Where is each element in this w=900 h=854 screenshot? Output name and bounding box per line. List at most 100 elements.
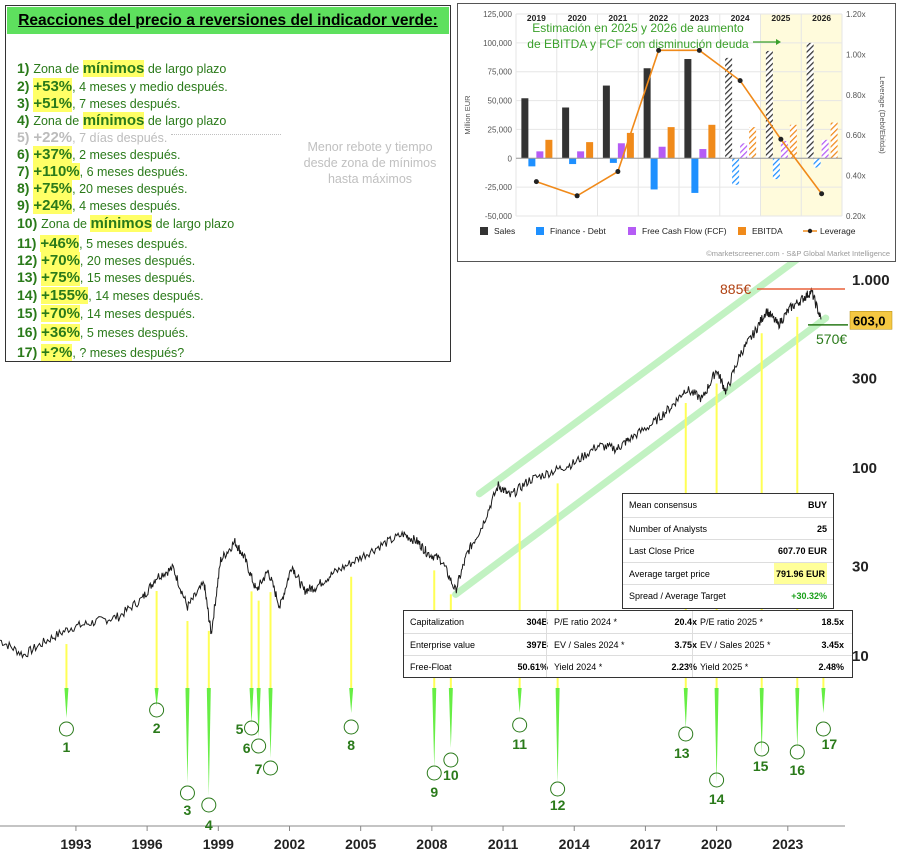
legend-item-suffix: , 4 meses después. — [72, 199, 181, 213]
event-circle — [179, 785, 195, 801]
legend-item-suffix: , 14 meses después. — [88, 289, 204, 303]
ratio-label: Yield 2025 * — [700, 662, 749, 672]
consensus-label: Mean consensus — [629, 500, 698, 510]
event-number: 14 — [709, 791, 725, 807]
ratio-label: Enterprise value — [410, 640, 476, 650]
price-series-line — [0, 287, 822, 659]
legend-item-suffix: de largo plazo — [144, 62, 227, 76]
leverage-point — [778, 136, 784, 142]
channel-line — [475, 234, 830, 498]
inset-legend-label: Finance - Debt — [550, 226, 606, 236]
inset-y-tick: 50,000 — [488, 97, 513, 106]
legend-item-suffix: , ? meses después? — [72, 346, 185, 360]
bar-free-cash-flow-fcf- — [536, 151, 544, 159]
legend-item-highlight: mínimos — [82, 60, 145, 77]
event-number: 12 — [550, 797, 566, 813]
legend-item-highlight: +53% — [33, 78, 73, 95]
bar-free-cash-flow-fcf- — [821, 139, 829, 159]
x-tick-label: 2011 — [488, 836, 519, 852]
legend-item-number: 9) — [17, 197, 34, 213]
consensus-value: 607.70 EUR — [777, 546, 827, 556]
bar-ebitda — [749, 127, 757, 159]
legend-item-suffix: , 4 meses y medio después. — [72, 80, 228, 94]
leverage-point — [615, 169, 621, 175]
inset-legend-label: Leverage — [820, 226, 856, 236]
legend-item: 7) +110%, 6 meses después. — [17, 163, 188, 180]
x-tick-label: 2005 — [345, 836, 376, 852]
legend-item: 16) +36%, 5 meses después. — [17, 324, 188, 341]
legend-item-number: 8) — [17, 180, 34, 196]
x-tick-label: 1996 — [132, 836, 163, 852]
bar-ebitda — [626, 132, 634, 159]
legend-item-suffix: , 2 meses después. — [72, 148, 181, 162]
consensus-value: BUY — [807, 500, 827, 510]
event-number: 1 — [63, 739, 71, 755]
inset-y-tick: 100,000 — [483, 39, 512, 48]
inset-legend-label: EBITDA — [752, 226, 783, 236]
legend-item: 13) +75%, 15 meses después. — [17, 269, 195, 286]
event-number: 6 — [243, 740, 251, 756]
legend-item-prefix: Zona de — [33, 114, 83, 128]
legend-item-number: 1) — [17, 60, 34, 76]
inset-y-tick: -50,000 — [485, 212, 513, 221]
inset-category-label: 2019 — [527, 13, 546, 23]
bar-ebitda — [789, 124, 797, 159]
event-circle — [251, 738, 267, 754]
inset-category-label: 2025 — [771, 13, 790, 23]
ratios-row: Free-Float 50.61% Yield 2024 * 2.23% Yield 2… — [404, 655, 852, 678]
bar-sales — [725, 57, 733, 159]
x-tick-label: 2002 — [274, 836, 305, 852]
bar-ebitda — [667, 127, 675, 159]
ratio-value: 20.4x — [674, 617, 697, 627]
inset-category-label: 2023 — [690, 13, 709, 23]
inset-y2-tick: 0.80x — [846, 91, 866, 100]
indicator-spike — [448, 688, 453, 748]
indicator-spike — [432, 688, 437, 768]
event-circle — [550, 781, 566, 797]
legend-swatch — [480, 227, 488, 235]
event-circle — [709, 772, 725, 788]
support-label: 570€ — [816, 331, 847, 347]
legend-item-highlight: +75% — [41, 269, 80, 286]
event-number: 15 — [753, 758, 769, 774]
event-circle — [789, 744, 805, 760]
resistance-label: 885€ — [720, 281, 751, 297]
event-circle — [58, 721, 74, 737]
indicator-spike — [517, 688, 522, 713]
grey-note-pointer — [171, 134, 281, 135]
legend-item-number: 10) — [17, 215, 42, 231]
indicator-spike — [795, 688, 800, 748]
reversal-legend-panel: Reacciones del precio a reversiones del … — [5, 5, 451, 362]
last-price-label: 603,0 — [853, 313, 886, 328]
consensus-label: Last Close Price — [629, 546, 695, 556]
legend-swatch — [738, 227, 746, 235]
legend-item: 4) Zona de mínimos de largo plazo — [17, 112, 226, 129]
x-tick-label: 1999 — [203, 836, 234, 852]
ratio-value: 2.23% — [671, 662, 697, 672]
inset-category-label: 2026 — [812, 13, 831, 23]
legend-item-suffix: , 5 meses después. — [79, 326, 189, 340]
x-tick-label: 2008 — [416, 836, 447, 852]
event-number: 11 — [512, 736, 527, 752]
leverage-point — [737, 78, 743, 84]
fundamentals-bar-chart: 125,000 100,000 75,000 50,000 25,000 0 -25,000… — [463, 10, 890, 258]
legend-item-highlight: mínimos — [90, 215, 153, 232]
legend-item-highlight: +46% — [40, 235, 80, 252]
legend-item: 15) +70%, 14 meses después. — [17, 305, 195, 322]
legend-item-number: 5) — [17, 129, 34, 145]
inset-legend-label: Free Cash Flow (FCF) — [642, 226, 727, 236]
bar-sales — [521, 98, 529, 159]
legend-item-suffix: , 15 meses después. — [79, 271, 196, 285]
inset-title: Estimación en 2025 y 2026 de aumento de E… — [527, 21, 749, 51]
legend-item-prefix: Zona de — [41, 217, 91, 231]
bar-finance-debt — [813, 158, 821, 168]
bar-sales — [643, 68, 651, 159]
legend-item-highlight: +110% — [33, 163, 80, 180]
ratio-label: P/E ratio 2025 * — [700, 617, 764, 627]
legend-item-suffix: , 5 meses después. — [79, 237, 188, 251]
consensus-label: Spread / Average Target — [629, 591, 726, 601]
event-number: 3 — [184, 802, 192, 818]
legend-item: 5) +22%, 7 días después. — [17, 129, 167, 146]
event-circle — [426, 765, 442, 781]
legend-item-suffix: , 6 meses después. — [79, 165, 189, 179]
